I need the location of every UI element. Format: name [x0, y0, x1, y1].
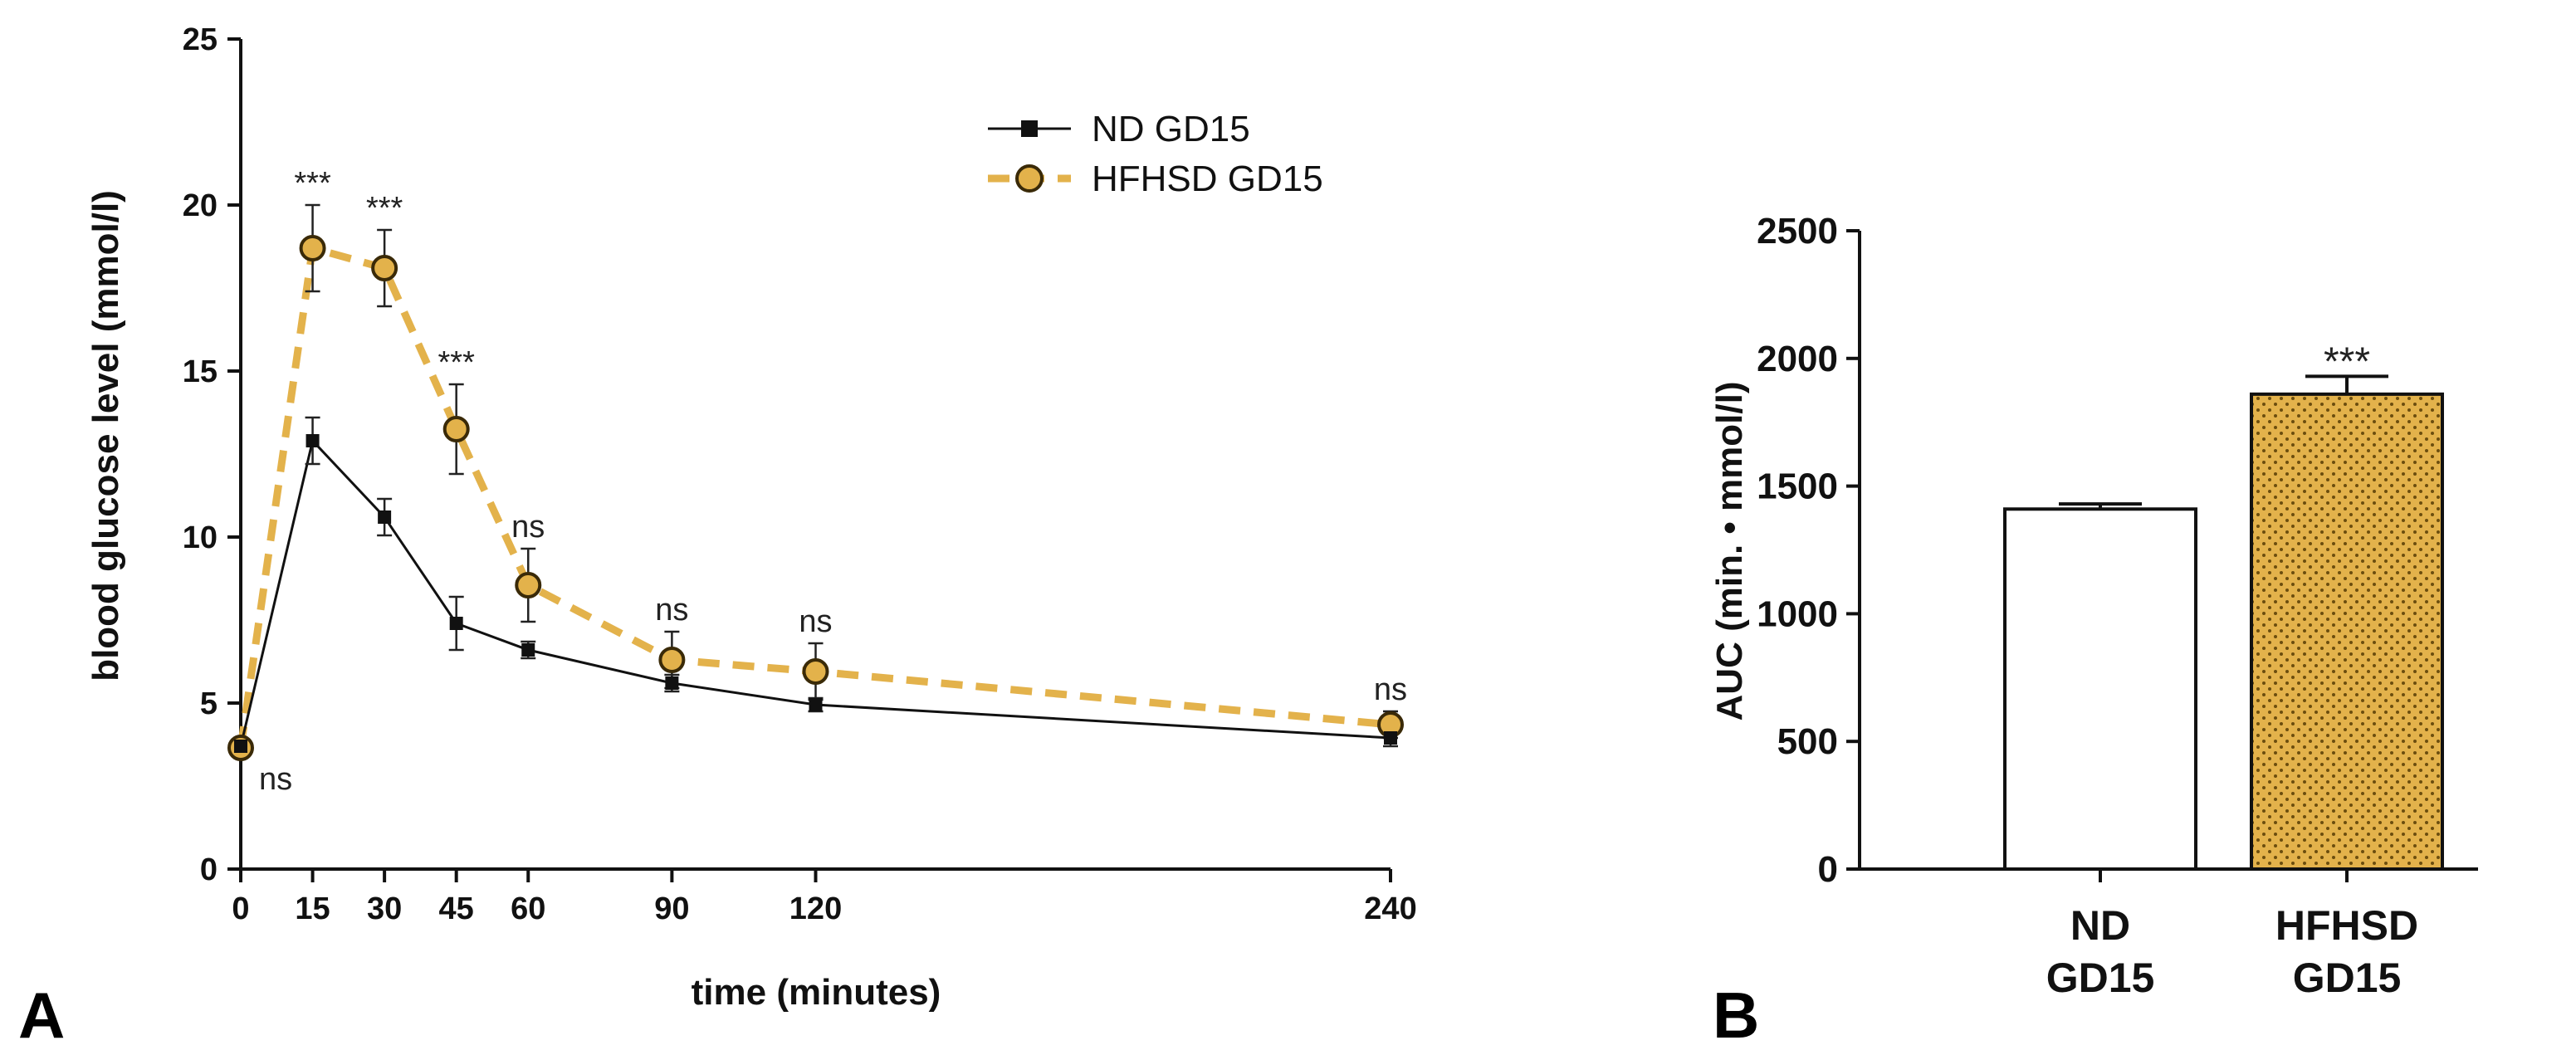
legend-hfhsd-marker: [1015, 164, 1044, 193]
line-chart-series: [227, 203, 1404, 761]
x-tick-label: 45: [439, 891, 474, 926]
hfhsd-data-point: [802, 658, 829, 685]
nd-auc-bar: [2003, 507, 2197, 871]
x-tick-label: 60: [511, 891, 545, 926]
significance-label: ***: [294, 166, 331, 201]
hfhsd-series-line: [237, 244, 1391, 749]
x-tick-label: 30: [367, 891, 402, 926]
bar-chart-y-axis-label: AUC (min. • mmol/l): [1709, 382, 1750, 721]
nd-data-point: [234, 740, 247, 753]
auc-bar-chart: 0 500 1000 1500 2000 2500 ND GD15 HFHSD GD15 ***…: [1709, 211, 2478, 1052]
line-chart-ticks: 0 5 10 15 20 25 0 15 30 45 60 90 120 240: [183, 22, 1417, 926]
nd-data-point: [521, 643, 535, 657]
panel-a-label: A: [18, 979, 65, 1052]
nd-data-point: [378, 510, 392, 524]
hfhsd-data-point: [299, 235, 326, 261]
significance-label: ***: [366, 191, 403, 226]
panel-b-label: B: [1713, 979, 1759, 1052]
bar-significance-label: ***: [2324, 339, 2370, 383]
hfhsd-data-point: [515, 572, 542, 598]
line-chart-x-axis-label: time (minutes): [692, 972, 941, 1013]
x-tick-label: 0: [232, 891, 249, 926]
significance-label: ***: [438, 345, 476, 380]
significance-label: ns: [511, 510, 545, 545]
bar-y-tick-label: 0: [1818, 849, 1838, 890]
hfhsd-data-point: [371, 255, 398, 281]
x-tick-label: 120: [789, 891, 842, 926]
nd-series-line: [239, 437, 1391, 747]
legend-nd-marker: [1021, 120, 1038, 137]
line-chart-legend: ND GD15 HFHSD GD15: [988, 109, 1323, 199]
bar-chart-bars: ND GD15 HFHSD GD15: [2003, 374, 2444, 1001]
nd-data-point: [306, 434, 320, 447]
line-chart-annotations: ns *** *** *** ns ns ns ns: [259, 166, 1407, 797]
x-tick-label: 90: [654, 891, 689, 926]
hfhsd-auc-bar: [2250, 392, 2444, 871]
nd-data-point: [665, 676, 679, 690]
bar-y-tick-label: 1000: [1757, 593, 1838, 634]
significance-label: ns: [1374, 672, 1407, 707]
bar-chart-annotations: ***: [2324, 339, 2370, 383]
bar-y-tick-label: 500: [1777, 721, 1838, 762]
bar-y-tick-label: 2000: [1757, 339, 1838, 379]
line-chart-y-axis-label: blood glucose level (mmol/l): [86, 190, 126, 681]
y-tick-label: 10: [183, 520, 218, 555]
bar-category-label: ND: [2070, 902, 2130, 949]
hfhsd-data-point: [442, 416, 470, 442]
bar-category-label: GD15: [2293, 955, 2402, 1001]
y-tick-label: 25: [183, 22, 218, 57]
nd-data-point: [449, 617, 463, 630]
legend-nd-label: ND GD15: [1092, 109, 1250, 149]
y-tick-label: 0: [200, 852, 218, 887]
bar-category-label: HFHSD: [2275, 902, 2418, 949]
y-tick-label: 5: [200, 686, 218, 721]
x-tick-label: 240: [1364, 891, 1416, 926]
x-tick-label: 15: [295, 891, 330, 926]
y-tick-label: 20: [183, 188, 218, 223]
legend-hfhsd-label: HFHSD GD15: [1092, 159, 1323, 199]
significance-label: ns: [259, 762, 292, 797]
bar-category-label: GD15: [2046, 955, 2155, 1001]
bar-y-tick-label: 2500: [1757, 211, 1838, 252]
hfhsd-data-point: [658, 647, 686, 673]
significance-label: ns: [655, 593, 688, 628]
bar-y-tick-label: 1500: [1757, 466, 1838, 507]
y-tick-label: 15: [183, 354, 218, 389]
significance-label: ns: [799, 604, 832, 639]
bar-chart-ticks: 0 500 1000 1500 2000 2500: [1757, 211, 1860, 890]
nd-data-point: [1384, 731, 1397, 745]
nd-data-point: [809, 698, 823, 711]
